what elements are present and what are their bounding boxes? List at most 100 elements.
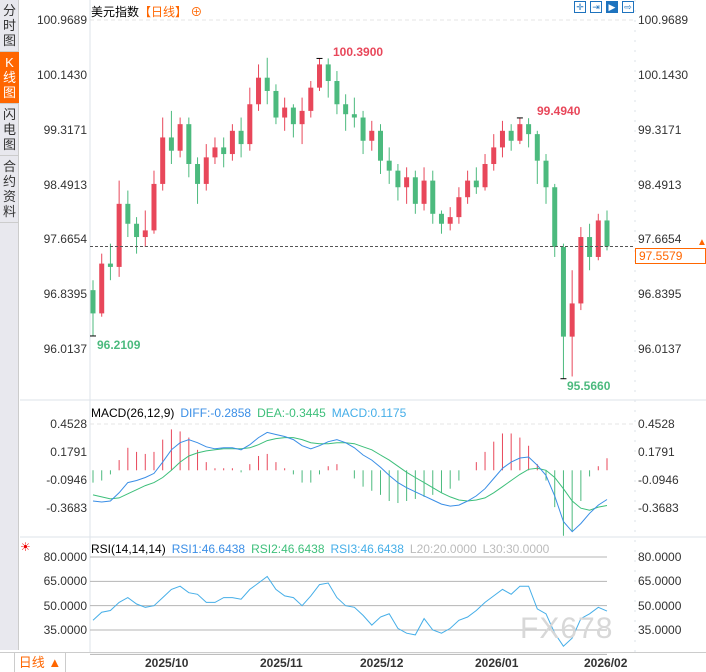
instrument-name: 美元指数: [91, 5, 140, 19]
toolbar: ✛ ⇥ ▶ ⇨: [574, 1, 634, 13]
price-tick: 98.4913: [43, 177, 87, 192]
candle-body: [177, 124, 183, 151]
candle-body: [351, 114, 357, 118]
candle-body: [247, 104, 253, 145]
rsi-title: RSI(14,14,14): [91, 542, 166, 556]
candle-body: [160, 137, 166, 184]
macd-tick: 0.1791: [638, 444, 675, 459]
candle-body: [325, 64, 331, 82]
candle-body: [447, 217, 453, 224]
rsi-tick: 65.0000: [43, 574, 87, 589]
macd-tick: -0.0946: [638, 472, 679, 487]
price-tick: 99.3171: [43, 122, 87, 137]
macd-value: MACD:0.1175: [331, 406, 407, 420]
rsi-tick: 80.0000: [638, 550, 682, 564]
exit-icon[interactable]: ⇨: [622, 1, 634, 13]
price-tick: 100.9689: [36, 13, 87, 27]
candle-body: [203, 157, 209, 184]
high-label: 100.3900: [333, 45, 384, 59]
time-axis: 日线 ▲ 2025/10 2025/11 2025/12 2026/01 202…: [0, 652, 706, 672]
diff-line: [92, 431, 608, 533]
date-label: 2026/01: [475, 656, 519, 670]
play-icon[interactable]: ▶: [606, 1, 618, 13]
candle-body: [438, 213, 444, 224]
candle-body: [195, 164, 201, 184]
candle-body: [560, 246, 566, 337]
rsi-line: [92, 575, 608, 647]
candle-body: [430, 180, 436, 214]
price-tick: 100.1430: [638, 67, 689, 82]
sidebar: 分时图 K线图 闪电图 合约资料: [0, 0, 19, 650]
watermark: FX678: [520, 612, 614, 645]
candle-body: [508, 130, 514, 141]
candle-body: [238, 130, 244, 145]
candle-body: [99, 263, 105, 314]
dea-line: [92, 437, 608, 511]
add-icon[interactable]: ⊕: [190, 5, 203, 19]
current-price-tag: 97.5579: [635, 248, 706, 264]
period-selector[interactable]: 日线 ▲: [14, 653, 66, 672]
candle-body: [229, 130, 235, 155]
dea-value: DEA:-0.3445: [257, 406, 326, 420]
macd-tick: 0.4528: [638, 416, 675, 431]
candle-body: [125, 203, 131, 224]
price-tick: 99.3171: [638, 122, 682, 137]
l30-value: L30:30.0000: [482, 542, 550, 556]
arrow-up-icon: ▲: [697, 237, 706, 248]
candle-body: [395, 170, 401, 188]
macd-tick: -0.0946: [46, 472, 87, 487]
candle-body: [543, 160, 549, 188]
candle-body: [343, 104, 349, 115]
candle-body: [587, 237, 593, 257]
macd-title: MACD(26,12,9): [91, 406, 175, 420]
rsi-tick: 65.0000: [638, 574, 682, 589]
crosshair-icon[interactable]: ✛: [574, 1, 586, 13]
rsi-tick: 50.0000: [638, 598, 682, 613]
tab-flash-chart[interactable]: 闪电图: [0, 104, 19, 156]
candle-body: [290, 107, 296, 125]
rsi2-value: RSI2:46.6438: [251, 542, 325, 556]
candle-body: [386, 160, 392, 171]
candle-body: [168, 137, 174, 151]
candle-body: [404, 177, 410, 188]
rsi3-value: RSI3:46.6438: [330, 542, 404, 556]
candle-body: [473, 180, 479, 188]
price-tick: 96.8395: [638, 287, 682, 302]
price-tick: 100.9689: [638, 13, 689, 27]
date-label: 2026/02: [584, 656, 628, 670]
tab-time-chart[interactable]: 分时图: [0, 0, 19, 52]
settings-icon[interactable]: ☀: [20, 540, 31, 554]
candle-body: [317, 64, 323, 88]
macd-tick: -0.3683: [638, 500, 679, 515]
tab-contract-info[interactable]: 合约资料: [0, 156, 19, 223]
candle-body: [369, 130, 375, 141]
candle-body: [256, 77, 262, 105]
candle-body: [517, 124, 523, 141]
range-select-icon[interactable]: ⇥: [590, 1, 602, 13]
high2-label: 99.4940: [537, 104, 581, 118]
diff-value: DIFF:-0.2858: [180, 406, 252, 420]
candle-body: [90, 290, 96, 314]
candle-body: [308, 87, 314, 111]
period-label[interactable]: 【日线】: [139, 5, 188, 19]
candle-body: [360, 117, 366, 141]
chart-title: 美元指数【日线】 ⊕: [91, 3, 202, 20]
candle-body: [482, 164, 488, 188]
candle-body: [578, 237, 584, 304]
candle-body: [273, 90, 279, 118]
candle-body: [212, 147, 218, 158]
rsi-tick: 80.0000: [43, 550, 87, 564]
low2-label: 95.5660: [567, 379, 611, 393]
candle-body: [465, 180, 471, 198]
candle-body: [142, 230, 148, 238]
candle-body: [377, 130, 383, 161]
candle-body: [595, 220, 601, 257]
candle-body: [264, 77, 270, 91]
candle-body: [499, 130, 505, 148]
candle-body: [186, 124, 192, 165]
candle-body: [134, 223, 140, 238]
candle-body: [299, 110, 305, 125]
candle-body: [526, 124, 532, 135]
tab-kline-chart[interactable]: K线图: [0, 52, 19, 104]
